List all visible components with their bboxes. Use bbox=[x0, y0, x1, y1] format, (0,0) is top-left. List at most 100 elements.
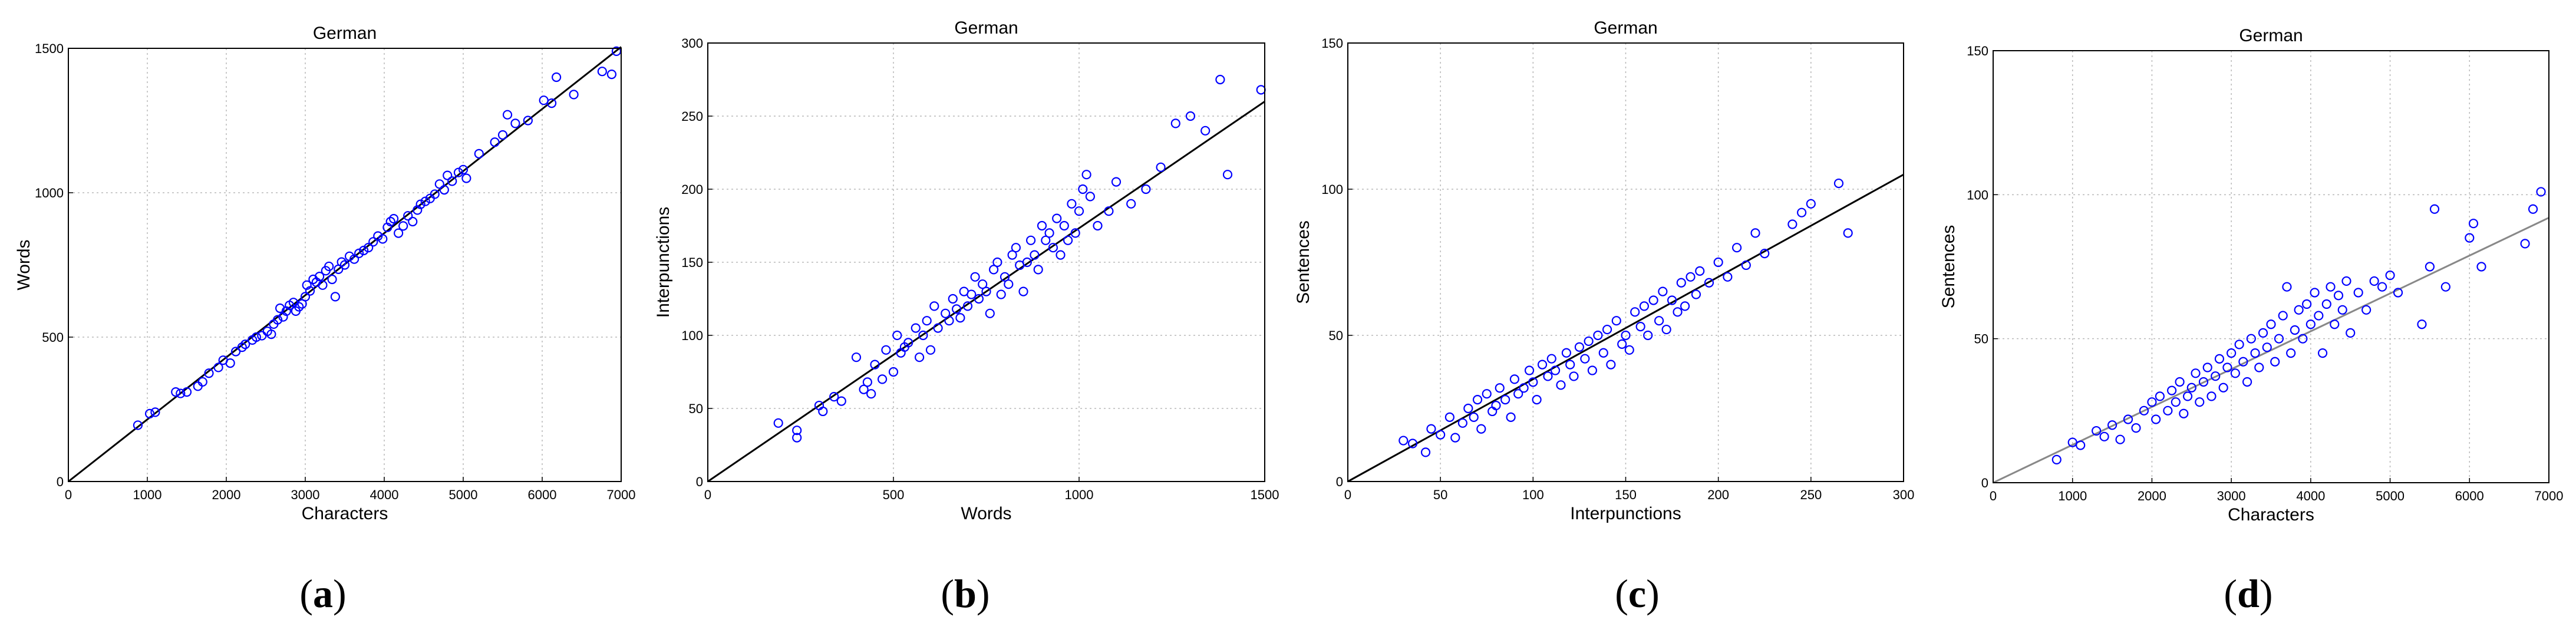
data-point bbox=[1044, 228, 1054, 238]
data-point bbox=[133, 420, 143, 430]
data-point bbox=[1426, 424, 1436, 434]
data-point bbox=[490, 137, 500, 147]
caption-d: (d) bbox=[2224, 571, 2273, 616]
data-point bbox=[2385, 271, 2395, 281]
data-point bbox=[2290, 325, 2300, 335]
data-point bbox=[1491, 400, 1501, 411]
data-point bbox=[204, 368, 214, 378]
caption-c-letter: c bbox=[1628, 571, 1647, 616]
y-tick-label: 500 bbox=[42, 330, 64, 345]
data-point bbox=[1007, 250, 1017, 260]
data-point bbox=[385, 216, 395, 227]
plot-frame bbox=[68, 48, 622, 482]
data-point bbox=[1680, 301, 1690, 311]
x-tick-label: 1000 bbox=[2058, 489, 2087, 503]
data-point bbox=[197, 377, 207, 387]
data-point bbox=[251, 332, 262, 342]
data-point bbox=[266, 329, 276, 339]
data-point bbox=[2440, 282, 2450, 292]
x-tick-label: 1000 bbox=[133, 487, 162, 502]
data-point bbox=[1750, 228, 1760, 238]
data-point bbox=[1630, 307, 1640, 317]
x-tick-label: 0 bbox=[704, 487, 711, 502]
data-point bbox=[2298, 334, 2308, 344]
data-point bbox=[978, 279, 988, 289]
data-point bbox=[948, 294, 958, 304]
data-point bbox=[1085, 192, 1096, 202]
data-point bbox=[1081, 170, 1091, 180]
data-point bbox=[546, 98, 557, 108]
data-point bbox=[967, 289, 977, 299]
data-point bbox=[1469, 412, 1479, 422]
data-point bbox=[985, 308, 995, 318]
y-axis-label: Sentences bbox=[1939, 225, 1958, 309]
data-point bbox=[1185, 111, 1196, 121]
data-point bbox=[2230, 368, 2240, 378]
data-point bbox=[915, 352, 925, 362]
data-point bbox=[1025, 235, 1036, 245]
chart-a: 0 1000 2000 3000 4000 5000 6000 7000 0 500 1000 150… bbox=[14, 24, 636, 523]
data-point bbox=[1141, 184, 1151, 194]
data-point bbox=[2294, 305, 2304, 315]
caption-a-letter: a bbox=[313, 571, 333, 616]
data-point bbox=[611, 46, 622, 57]
data-point bbox=[364, 243, 374, 253]
x-tick-label: 7000 bbox=[607, 487, 636, 502]
data-point bbox=[1457, 418, 1467, 428]
data-point bbox=[851, 352, 862, 362]
data-point bbox=[2270, 357, 2280, 367]
data-point bbox=[878, 374, 888, 384]
data-point bbox=[2254, 362, 2264, 372]
data-point bbox=[1532, 395, 1542, 405]
data-point bbox=[1063, 235, 1073, 245]
y-tick-label: 0 bbox=[1336, 474, 1343, 489]
x-tick-label: 250 bbox=[1800, 487, 1822, 502]
data-point bbox=[1617, 339, 1627, 349]
data-point bbox=[597, 67, 607, 77]
data-point bbox=[2310, 288, 2320, 298]
data-point bbox=[911, 323, 921, 333]
data-point bbox=[1056, 250, 1066, 260]
y-tick-label: 250 bbox=[681, 109, 703, 124]
plot-area bbox=[1993, 51, 2549, 483]
data-point bbox=[1222, 170, 1233, 180]
data-point bbox=[2179, 408, 2189, 418]
data-point bbox=[315, 272, 325, 282]
data-point bbox=[324, 261, 334, 272]
y-tick-label: 50 bbox=[1329, 328, 1343, 343]
data-point bbox=[1661, 324, 1671, 335]
data-point bbox=[818, 406, 828, 417]
y-tick-label: 1000 bbox=[35, 186, 64, 200]
data-point bbox=[2175, 377, 2185, 387]
data-point bbox=[1052, 213, 1062, 223]
data-point bbox=[981, 286, 991, 296]
data-point bbox=[955, 313, 965, 323]
data-point bbox=[2468, 219, 2479, 229]
fit-line bbox=[1993, 217, 2549, 484]
x-tick-label: 6000 bbox=[528, 487, 557, 502]
data-point bbox=[859, 384, 869, 394]
data-point bbox=[1111, 177, 1122, 187]
data-point bbox=[996, 289, 1006, 299]
data-point bbox=[378, 234, 388, 244]
data-point bbox=[1580, 354, 1590, 364]
y-tick-label: 150 bbox=[681, 255, 703, 270]
data-point bbox=[2393, 288, 2403, 298]
y-tick-label: 50 bbox=[1974, 332, 1988, 347]
data-point bbox=[2202, 362, 2212, 372]
data-point bbox=[2266, 319, 2276, 329]
data-point bbox=[773, 418, 783, 428]
data-point bbox=[294, 302, 304, 312]
y-tick-label: 100 bbox=[1967, 187, 1988, 202]
y-tick-label: 0 bbox=[57, 474, 64, 489]
y-tick-label: 1500 bbox=[35, 41, 64, 56]
data-point bbox=[373, 231, 383, 241]
data-point bbox=[430, 189, 440, 199]
caption-d-letter: d bbox=[2237, 571, 2260, 616]
data-point bbox=[1587, 365, 1598, 375]
data-point bbox=[2186, 382, 2196, 393]
data-point bbox=[836, 396, 846, 406]
data-point bbox=[1528, 377, 1538, 387]
data-point bbox=[1500, 395, 1510, 405]
data-point bbox=[2286, 348, 2296, 358]
